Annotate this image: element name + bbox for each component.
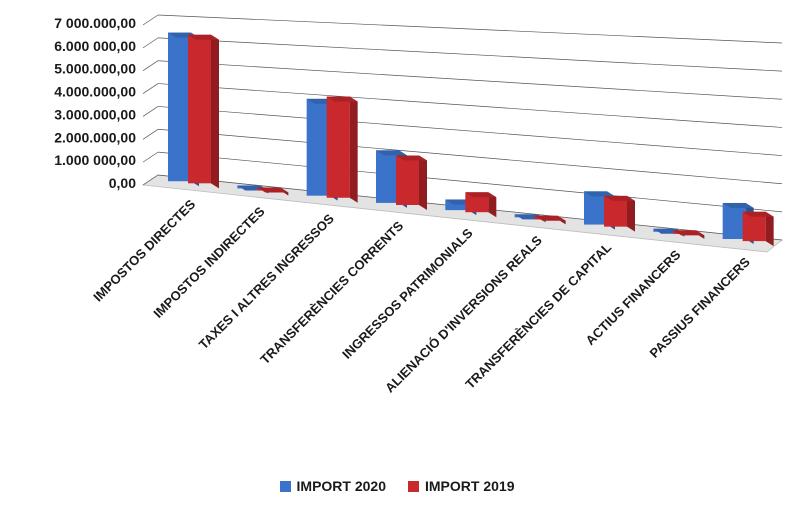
bar-top: [584, 191, 615, 197]
y-tick-label: 2.000.000,00: [54, 129, 136, 145]
bar-side: [211, 34, 219, 189]
x-tick-label: TAXES I ALTRES INGRESSOS: [196, 211, 337, 352]
bar-side: [488, 192, 497, 218]
y-tick-label: 0,00: [109, 175, 136, 191]
bar-side: [627, 195, 635, 232]
bar-front: [396, 155, 419, 205]
gridline-wall: [142, 83, 159, 94]
y-tick-label: 4.000.000,00: [54, 84, 136, 100]
bar-top: [257, 187, 289, 193]
gridline-wall: [142, 174, 159, 186]
bar-front: [604, 195, 627, 227]
legend-label-2019: IMPORT 2019: [425, 478, 515, 494]
gridline: [157, 151, 783, 213]
bar-front: [306, 98, 330, 196]
y-tick-label: 3.000.000,00: [54, 106, 136, 122]
legend-item-2019: IMPORT 2019: [408, 478, 514, 494]
gridline-wall: [142, 128, 159, 140]
legend-item-2020: IMPORT 2020: [279, 478, 386, 494]
x-tick-label: TRANSFERÈNCIES CORRENTS: [257, 218, 406, 367]
bar-front: [188, 34, 211, 184]
bar-side: [419, 155, 427, 210]
bar-chart: 0,00 1.000 000,00 2.000.000,00 3.000.000,00…: [54, 14, 784, 396]
bar-side: [349, 96, 358, 203]
gridline: [157, 106, 783, 156]
gridline-wall: [142, 37, 159, 49]
bar-side: [765, 211, 774, 247]
bar-top: [326, 96, 358, 102]
bar-front: [445, 199, 469, 211]
bar-top: [188, 34, 219, 40]
bar-top: [673, 230, 705, 236]
gridline-wall: [142, 106, 159, 117]
bar-top: [376, 150, 407, 156]
gridline: [157, 128, 783, 185]
x-tick-label: TRANSFERÈNCIES DE CAPITAL: [462, 240, 614, 392]
bar-front: [376, 150, 399, 203]
gridline: [157, 37, 783, 72]
gridline-wall: [142, 14, 159, 26]
x-tick-label: ALIENACIÓ D'INVERSIONS REALS: [382, 232, 545, 395]
bar-top: [534, 215, 566, 221]
legend-swatch-2019: [408, 480, 419, 492]
y-tick-label: 7 000.000,00: [54, 15, 136, 31]
legend-label-2020: IMPORT 2020: [296, 478, 386, 494]
bar-top: [604, 195, 635, 201]
gridline: [157, 83, 783, 128]
bar-top: [396, 155, 427, 161]
y-axis-ticks: 0,00 1.000 000,00 2.000.000,00 3.000.000,00…: [54, 15, 136, 191]
gridline: [157, 14, 783, 44]
bar-front: [326, 96, 350, 198]
gridline: [157, 60, 783, 100]
bars: [168, 32, 774, 247]
gridline-wall: [142, 60, 159, 72]
gridline-wall: [142, 151, 159, 163]
gridlines: [141, 14, 784, 253]
y-tick-label: 1.000 000,00: [54, 152, 136, 168]
y-tick-label: 6.000 000,00: [54, 38, 136, 54]
bar-top: [465, 192, 497, 198]
legend: IMPORT 2020 IMPORT 2019: [0, 478, 794, 494]
bar-front: [722, 202, 746, 240]
y-tick-label: 5.000.000,00: [54, 61, 136, 77]
x-tick-label: INGRESSOS PATRIMONIALS: [339, 225, 476, 362]
legend-swatch-2020: [279, 480, 291, 492]
bar-front: [742, 211, 766, 242]
bar-top: [722, 202, 754, 208]
bar-top: [742, 211, 774, 217]
bar-front: [168, 32, 191, 182]
bar-front: [584, 191, 607, 225]
